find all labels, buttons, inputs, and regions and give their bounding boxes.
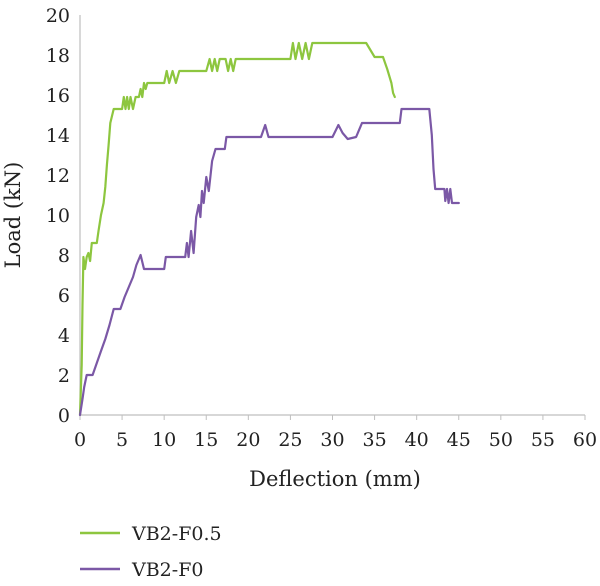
x-tick-label: 30 xyxy=(320,429,344,451)
y-tick-label: 2 xyxy=(58,365,70,387)
x-tick-label: 50 xyxy=(489,429,513,451)
y-tick-label: 6 xyxy=(58,285,70,307)
y-tick-label: 20 xyxy=(46,5,70,27)
y-axis: 0 2 4 6 8 10 12 14 16 18 20 xyxy=(46,5,81,427)
y-tick-label: 18 xyxy=(46,45,70,67)
y-tick-label: 12 xyxy=(46,165,70,187)
x-tick-label: 20 xyxy=(236,429,260,451)
x-tick-label: 40 xyxy=(405,429,429,451)
y-tick-label: 16 xyxy=(46,85,70,107)
x-tick-label: 5 xyxy=(116,429,128,451)
x-tick-label: 55 xyxy=(531,429,555,451)
x-tick-label: 0 xyxy=(74,429,86,451)
y-tick-label: 0 xyxy=(58,405,70,427)
legend-label: VB2-F0.5 xyxy=(131,523,222,545)
series-line-1 xyxy=(78,41,396,417)
y-tick-label: 10 xyxy=(46,205,70,227)
x-axis: 0 5 10 15 20 25 30 35 40 45 50 55 60 xyxy=(74,414,597,451)
legend: VB2-F0.5 VB2-F0 xyxy=(80,523,222,581)
series-layer xyxy=(78,41,460,417)
y-axis-title: Load (kN) xyxy=(1,162,25,269)
x-tick-label: 25 xyxy=(278,429,302,451)
x-tick-label: 45 xyxy=(447,429,471,451)
legend-label: VB2-F0 xyxy=(131,559,203,581)
series-line-2 xyxy=(78,107,460,417)
x-tick-label: 60 xyxy=(573,429,597,451)
x-axis-title: Deflection (mm) xyxy=(249,467,421,491)
x-tick-label: 15 xyxy=(194,429,218,451)
y-tick-label: 8 xyxy=(58,245,70,267)
y-tick-label: 4 xyxy=(58,325,70,347)
x-tick-label: 10 xyxy=(152,429,176,451)
x-tick-label: 35 xyxy=(362,429,386,451)
y-tick-label: 14 xyxy=(46,125,70,147)
